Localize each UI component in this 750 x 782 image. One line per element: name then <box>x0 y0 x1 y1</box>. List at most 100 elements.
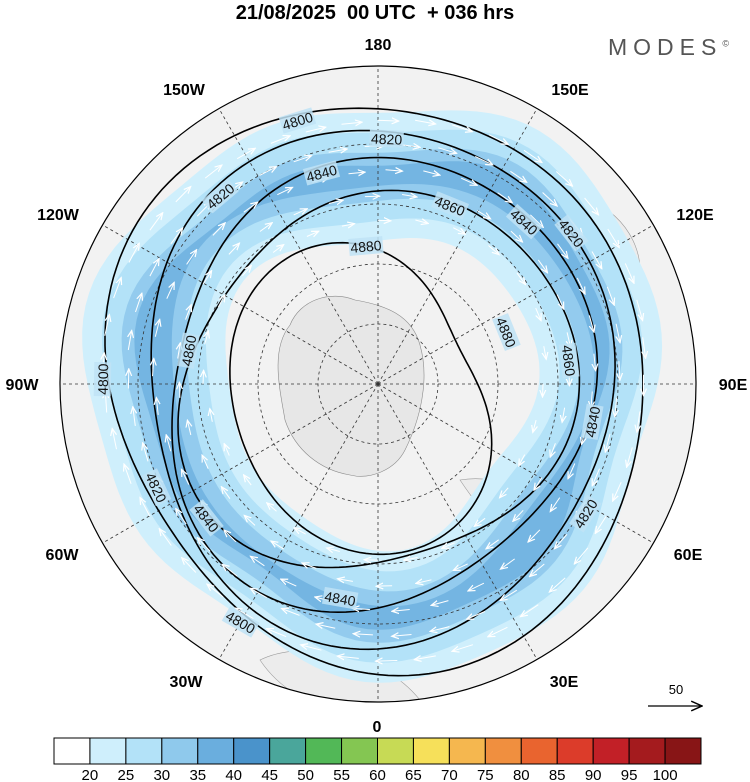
lon-label-90w: 90W <box>6 377 40 394</box>
contour-label: 4820 <box>369 129 404 148</box>
colorbar-label: 45 <box>261 767 278 782</box>
wind-vector <box>543 383 544 397</box>
wind-vector <box>442 542 455 549</box>
wind-vector <box>537 259 547 273</box>
colorbar-swatch <box>377 737 414 765</box>
wind-vector <box>624 263 634 283</box>
colorbar-label: 20 <box>82 767 99 782</box>
wind-vector <box>534 477 543 491</box>
wind-vector <box>607 228 619 248</box>
wind-vector <box>124 464 132 484</box>
wind-vector <box>606 286 614 305</box>
wind-vector <box>348 172 366 174</box>
wind-vector <box>281 579 297 587</box>
wind-vector <box>128 243 139 263</box>
wind-vector <box>353 634 373 635</box>
wind-vector <box>204 165 222 179</box>
wind-vector <box>438 147 456 154</box>
wind-vector <box>198 538 211 552</box>
contour-label-text: 4860 <box>559 344 579 377</box>
wind-vector <box>293 156 312 163</box>
colorbar-swatch <box>592 737 630 765</box>
wind-vector <box>423 171 440 175</box>
wind-vector <box>637 411 640 433</box>
meridian-line <box>102 383 379 544</box>
wind-vector <box>474 517 486 526</box>
wind-vector <box>643 337 646 358</box>
wind-vector <box>217 295 225 308</box>
wind-vector <box>513 509 524 521</box>
wind-vector <box>203 370 204 385</box>
wind-vector <box>182 558 197 573</box>
meridian-line <box>377 108 538 385</box>
colorbar-label: 70 <box>441 767 458 782</box>
wind-vector <box>605 433 611 452</box>
wind-vector <box>364 560 379 561</box>
colorbar-label: 25 <box>118 767 135 782</box>
colorbar-label: 35 <box>189 767 206 782</box>
wind-vector <box>476 210 490 219</box>
wind-vector <box>500 589 518 600</box>
wind-vector <box>133 407 136 426</box>
wind-vector <box>592 468 600 486</box>
wind-vector <box>251 556 265 567</box>
wind-vector <box>431 600 449 606</box>
colorbar-swatch <box>556 737 594 765</box>
wind-vector <box>453 563 468 571</box>
colorbar-swatch <box>53 737 91 765</box>
contour-label: 4860 <box>177 332 200 369</box>
wind-vector <box>140 498 151 517</box>
wind-vector <box>530 563 545 577</box>
wind-vector <box>557 243 568 258</box>
brand-logo: MODES© <box>608 34 729 61</box>
wind-vector <box>328 200 343 203</box>
lon-label-120e: 120E <box>676 207 714 224</box>
contour-4820 <box>150 129 616 651</box>
lon-label-60w: 60W <box>46 547 80 564</box>
wind-vector <box>402 195 417 198</box>
colorbar-swatch <box>125 737 163 765</box>
wind-vector <box>533 419 536 432</box>
colorbar-label: 85 <box>549 767 566 782</box>
wind-vector <box>488 245 500 255</box>
colorbar-label: 65 <box>405 767 422 782</box>
colorbar-label: 60 <box>369 767 386 782</box>
colorbar-swatch <box>161 737 199 765</box>
colorbar-label: 95 <box>621 767 638 782</box>
colorbar-label: 90 <box>585 767 602 782</box>
wind-vector <box>595 515 607 534</box>
contour-label: 4800 <box>93 362 112 397</box>
wind-vector <box>550 443 555 457</box>
wind-vector <box>519 454 526 466</box>
wind-vector <box>591 251 602 269</box>
wind-vector <box>619 361 620 380</box>
wind-shading <box>82 110 663 683</box>
colorbar-swatch <box>269 737 307 765</box>
wind-vector <box>267 629 287 638</box>
wind-vector <box>530 214 543 228</box>
wind-vector <box>510 230 523 242</box>
brand-name: MODES <box>608 34 723 60</box>
colorbar-label: 75 <box>477 767 494 782</box>
wind-vector <box>376 661 398 662</box>
wind-vector <box>555 533 568 548</box>
wind-vector <box>155 319 159 337</box>
wind-vector <box>270 136 290 144</box>
wind-vector <box>453 227 465 234</box>
lon-label-90e: 90E <box>719 377 748 394</box>
lon-label-180: 180 <box>365 37 392 54</box>
contour-label-text: 4840 <box>304 162 338 186</box>
wind-vector <box>224 530 237 543</box>
wind-vector <box>153 359 154 377</box>
contour-label-text: 4860 <box>178 334 199 368</box>
wind-vector <box>460 177 477 185</box>
colorbar-swatch <box>448 737 486 765</box>
wind-vector <box>549 577 566 592</box>
wind-vector <box>468 582 485 591</box>
wind-vector <box>170 228 183 245</box>
contour-label-text: 4820 <box>371 131 403 148</box>
wind-vector <box>401 145 420 148</box>
wind-vector <box>182 469 190 485</box>
wind-vector <box>594 353 596 371</box>
